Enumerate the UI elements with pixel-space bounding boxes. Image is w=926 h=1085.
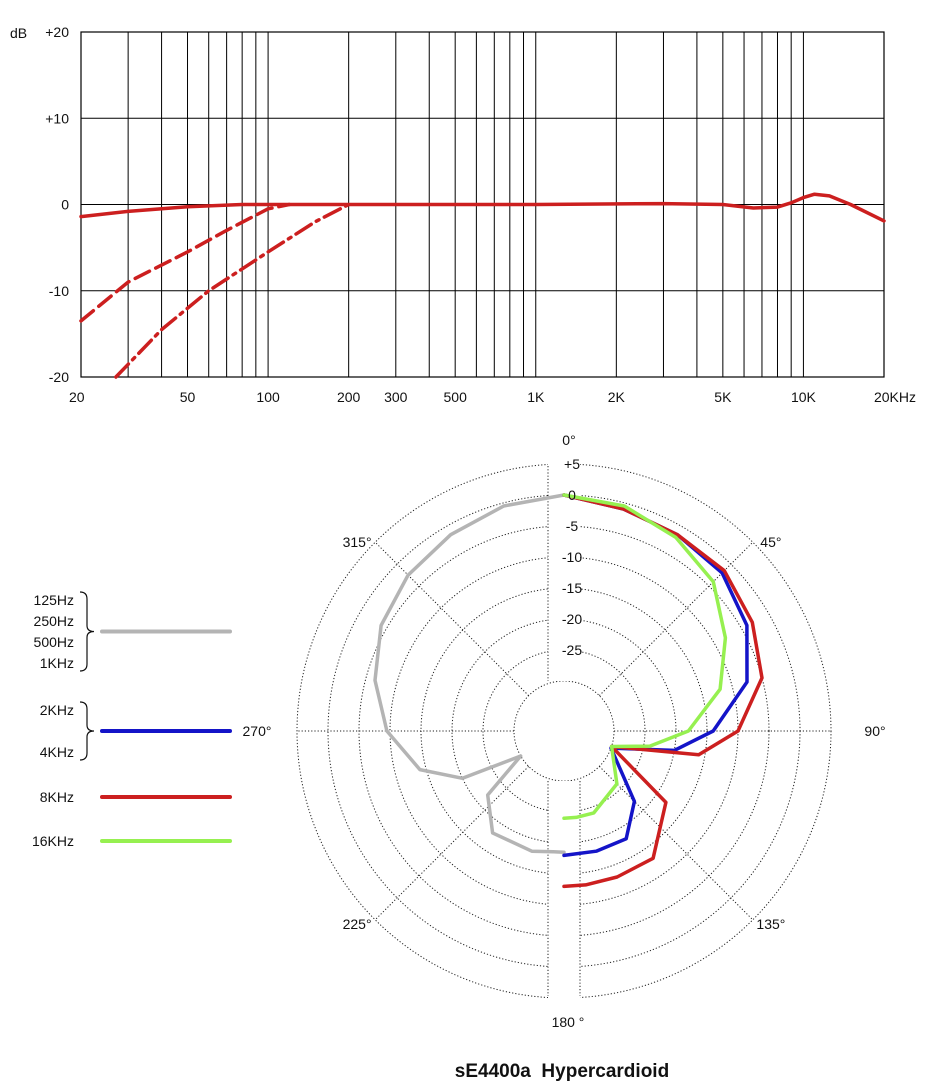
- legend-label: 125Hz: [34, 592, 74, 608]
- polar-series-8khz: [562, 493, 764, 889]
- legend-label: 8KHz: [40, 789, 74, 805]
- fr-x-tick-label: 300: [384, 389, 408, 405]
- polar-series-2khz-4khz: [562, 493, 749, 858]
- legend-label: 2KHz: [40, 702, 74, 718]
- polar-angle-label: 90°: [864, 723, 885, 739]
- polar-r-tick-label: -5: [566, 518, 579, 534]
- fr-series: [79, 192, 886, 379]
- polar-r-tick-label: +5: [564, 456, 580, 472]
- frequency-response-chart: +20 +10 0 -10 -20 dB 20 50 100 200 300 500 1K 2K 5K 1…: [10, 24, 916, 405]
- fr-x-tick-label: 5K: [714, 389, 732, 405]
- fr-series-solid: [79, 192, 886, 223]
- chart-title: sE4400a Hypercardioid: [455, 1061, 669, 1082]
- legend-label: 16KHz: [32, 833, 74, 849]
- fr-x-axis: 20 50 100 200 300 500 1K 2K 5K 10K 20KHz: [69, 389, 916, 405]
- polar-radial-axis: +5 0 -5 -10 -15 -20 -25: [562, 456, 582, 658]
- polar-spoke: [599, 766, 754, 921]
- legend-brace: [79, 701, 95, 761]
- polar-angle-label: 135°: [756, 916, 785, 932]
- legend-label: 500Hz: [34, 634, 74, 650]
- polar-angle-label: 225°: [343, 916, 372, 932]
- fr-x-tick-label: 10K: [791, 389, 817, 405]
- polar-r-tick-label: -15: [562, 580, 582, 596]
- polar-grid: [296, 462, 832, 1000]
- legend-label: 1KHz: [40, 655, 74, 671]
- fr-x-tick-label: 500: [444, 389, 468, 405]
- fr-x-tick-label: 20KHz: [874, 389, 916, 405]
- fr-series-dashed: [79, 202, 292, 323]
- polar-angle-label: 0°: [562, 432, 575, 448]
- polar-angle-label: 180 °: [552, 1014, 585, 1030]
- fr-y-tick-label: 0: [61, 197, 69, 213]
- polar-angle-label: 45°: [760, 534, 781, 550]
- fr-x-tick-label: 100: [256, 389, 280, 405]
- polar-pattern-chart: +5 0 -5 -10 -15 -20 -25 0° 45° 90° 135° 180 ° 225° 2…: [243, 432, 886, 1030]
- polar-series-16khz: [562, 493, 728, 820]
- polar-angle-label: 270°: [243, 723, 272, 739]
- fr-y-tick-label: -20: [49, 369, 69, 385]
- legend: 125Hz 250Hz 500Hz 1KHz 2KHz 4KHz 8KHz 16KHz: [32, 591, 232, 849]
- polar-ring: [358, 525, 770, 937]
- fr-y-axis: +20 +10 0 -10 -20: [45, 24, 69, 385]
- fr-x-tick-label: 20: [69, 389, 85, 405]
- legend-label: 250Hz: [34, 613, 74, 629]
- polar-r-tick-label: -20: [562, 611, 582, 627]
- fr-y-tick-label: +20: [45, 24, 69, 40]
- fr-x-tick-label: 200: [337, 389, 361, 405]
- polar-axis-gap-bottom: [548, 781, 580, 1000]
- fr-x-tick-label: 50: [180, 389, 196, 405]
- polar-spoke: [374, 766, 529, 921]
- polar-r-tick-label: -25: [562, 642, 582, 658]
- fr-y-tick-label: +10: [45, 110, 69, 126]
- fr-x-tick-label: 2K: [608, 389, 626, 405]
- polar-spoke: [374, 541, 529, 696]
- polar-series-125hz-1khz: [373, 493, 566, 855]
- legend-label: 4KHz: [40, 744, 74, 760]
- polar-series: [373, 493, 764, 889]
- polar-ring: [513, 680, 615, 782]
- fr-y-tick-label: -10: [49, 283, 69, 299]
- fr-x-tick-label: 1K: [527, 389, 545, 405]
- polar-r-tick-label: 0: [568, 487, 576, 503]
- polar-spoke: [599, 541, 754, 696]
- fr-y-unit-label: dB: [10, 25, 27, 41]
- polar-angle-label: 315°: [343, 534, 372, 550]
- legend-brace: [79, 591, 95, 672]
- polar-r-tick-label: -10: [562, 549, 582, 565]
- polar-angle-axis: 0° 45° 90° 135° 180 ° 225° 270° 315°: [243, 432, 886, 1030]
